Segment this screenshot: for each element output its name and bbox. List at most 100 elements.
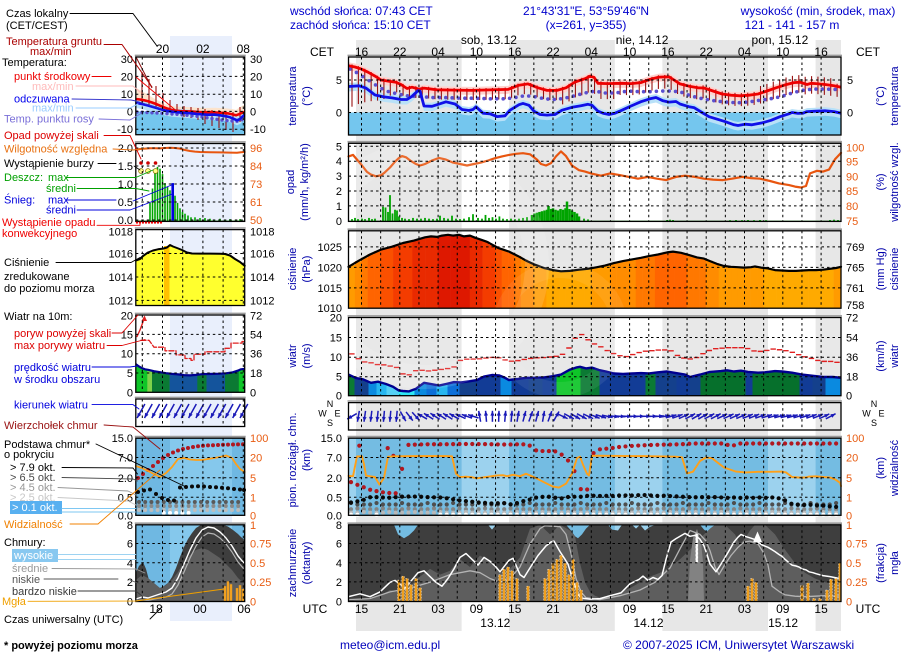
svg-text:7.0: 7.0	[327, 453, 342, 465]
svg-text:50: 50	[250, 215, 262, 227]
svg-text:poryw powyżej skali: poryw powyżej skali	[14, 328, 111, 340]
svg-text:pion. rozciągł. chm.: pion. rozciągł. chm.	[287, 413, 299, 508]
svg-text:5: 5	[336, 141, 342, 153]
svg-text:niskie: niskie	[12, 574, 40, 586]
svg-text:(°C): (°C)	[301, 86, 313, 106]
svg-text:90: 90	[846, 171, 858, 183]
svg-text:2.0: 2.0	[327, 473, 342, 485]
svg-text:2: 2	[127, 577, 133, 589]
svg-text:20: 20	[250, 71, 262, 83]
svg-text:5: 5	[336, 75, 342, 87]
svg-text:6: 6	[127, 539, 133, 551]
svg-text:1015: 1015	[318, 283, 342, 295]
svg-text:1014: 1014	[250, 272, 274, 284]
svg-text:1: 1	[250, 520, 256, 532]
svg-text:73: 73	[250, 179, 262, 191]
svg-text:nie, 14.12: nie, 14.12	[616, 33, 669, 47]
svg-text:0: 0	[846, 597, 852, 609]
svg-text:2.0: 2.0	[118, 143, 133, 155]
svg-text:wschód słońca: 07:43 CET: wschód słońca: 07:43 CET	[289, 4, 433, 18]
svg-text:> 0.1 okt.: > 0.1 okt.	[12, 502, 58, 514]
svg-text:do poziomu morza: do poziomu morza	[4, 283, 95, 295]
svg-text:95: 95	[846, 156, 858, 168]
svg-text:Wystąpienie burzy: Wystąpienie burzy	[4, 158, 94, 170]
svg-text:09: 09	[470, 602, 484, 616]
svg-text:121 - 141 - 157 m: 121 - 141 - 157 m	[745, 18, 840, 32]
svg-text:75: 75	[846, 216, 858, 228]
svg-text:6: 6	[336, 539, 342, 551]
svg-text:sob, 13.12: sob, 13.12	[461, 33, 517, 47]
svg-text:mgła: mgła	[889, 550, 901, 575]
svg-text:max/min: max/min	[32, 81, 74, 93]
svg-text:1.0: 1.0	[118, 179, 133, 191]
svg-text:04: 04	[738, 45, 752, 59]
svg-text:wilgotność wzgl.: wilgotność wzgl.	[889, 142, 901, 222]
svg-text:zachód słońca: 15:10 CET: zachód słońca: 15:10 CET	[290, 18, 431, 32]
svg-text:wysokie: wysokie	[13, 550, 53, 562]
svg-text:20: 20	[250, 453, 262, 465]
svg-text:1010: 1010	[318, 303, 342, 315]
svg-text:10: 10	[250, 89, 262, 101]
svg-text:0: 0	[127, 106, 133, 118]
svg-text:8: 8	[336, 520, 342, 532]
svg-text:(hPa): (hPa)	[301, 256, 313, 283]
svg-text:(°C): (°C)	[875, 86, 887, 106]
svg-text:(x=261, y=355): (x=261, y=355)	[546, 18, 627, 32]
svg-text:03: 03	[585, 602, 599, 616]
svg-text:1: 1	[250, 492, 256, 504]
svg-text:Temperatura gruntu: Temperatura gruntu	[6, 36, 102, 48]
svg-text:10: 10	[470, 45, 484, 59]
svg-text:72: 72	[846, 313, 858, 325]
svg-text:85: 85	[846, 186, 858, 198]
svg-text:1014: 1014	[109, 272, 133, 284]
svg-text:Deszcz:: Deszcz:	[4, 172, 43, 184]
svg-text:769: 769	[846, 242, 864, 254]
svg-text:16: 16	[508, 45, 522, 59]
svg-text:0.0: 0.0	[327, 510, 342, 522]
svg-text:96: 96	[250, 143, 262, 155]
svg-text:30: 30	[250, 54, 262, 66]
svg-text:* powyżej poziomu morza: * powyżej poziomu morza	[4, 640, 139, 652]
svg-text:54: 54	[846, 333, 858, 345]
svg-text:(km): (km)	[301, 449, 313, 471]
svg-text:5: 5	[846, 473, 852, 485]
svg-text:meteo@icm.edu.pl: meteo@icm.edu.pl	[340, 638, 440, 652]
svg-text:temperatura: temperatura	[287, 65, 299, 125]
svg-text:zredukowane: zredukowane	[4, 271, 69, 283]
svg-text:1: 1	[336, 201, 342, 213]
svg-text:00: 00	[193, 602, 207, 616]
svg-text:0: 0	[846, 510, 852, 522]
svg-text:0: 0	[847, 108, 853, 120]
svg-text:opad: opad	[285, 170, 297, 194]
svg-text:(oktanty): (oktanty)	[301, 542, 313, 585]
svg-text:100: 100	[250, 433, 268, 445]
svg-text:W: W	[318, 409, 327, 419]
svg-text:0.25: 0.25	[846, 577, 867, 589]
svg-text:w środku obszaru: w środku obszaru	[13, 374, 100, 386]
svg-text:4: 4	[127, 558, 133, 570]
svg-text:średni: średni	[46, 205, 76, 217]
svg-text:0.5: 0.5	[846, 558, 861, 570]
svg-text:15: 15	[121, 329, 133, 341]
svg-text:4: 4	[336, 558, 342, 570]
svg-text:08: 08	[237, 42, 251, 56]
svg-text:1020: 1020	[318, 262, 342, 274]
svg-text:1018: 1018	[250, 227, 274, 239]
svg-text:22: 22	[393, 45, 407, 59]
svg-text:8: 8	[127, 520, 133, 532]
svg-text:S: S	[327, 418, 333, 428]
svg-text:06: 06	[237, 602, 251, 616]
svg-text:UTC: UTC	[303, 602, 328, 616]
svg-text:Śnieg:: Śnieg:	[4, 194, 35, 207]
svg-text:0.0: 0.0	[118, 215, 133, 227]
svg-text:1: 1	[846, 520, 852, 532]
svg-text:10: 10	[121, 89, 133, 101]
svg-text:E: E	[878, 409, 884, 419]
svg-text:10: 10	[776, 45, 790, 59]
svg-text:0: 0	[336, 108, 342, 120]
svg-text:0.25: 0.25	[250, 577, 271, 589]
svg-text:-10: -10	[117, 124, 133, 136]
svg-text:Mgła: Mgła	[2, 596, 27, 608]
svg-text:15.0: 15.0	[112, 433, 133, 445]
svg-text:21: 21	[700, 602, 714, 616]
